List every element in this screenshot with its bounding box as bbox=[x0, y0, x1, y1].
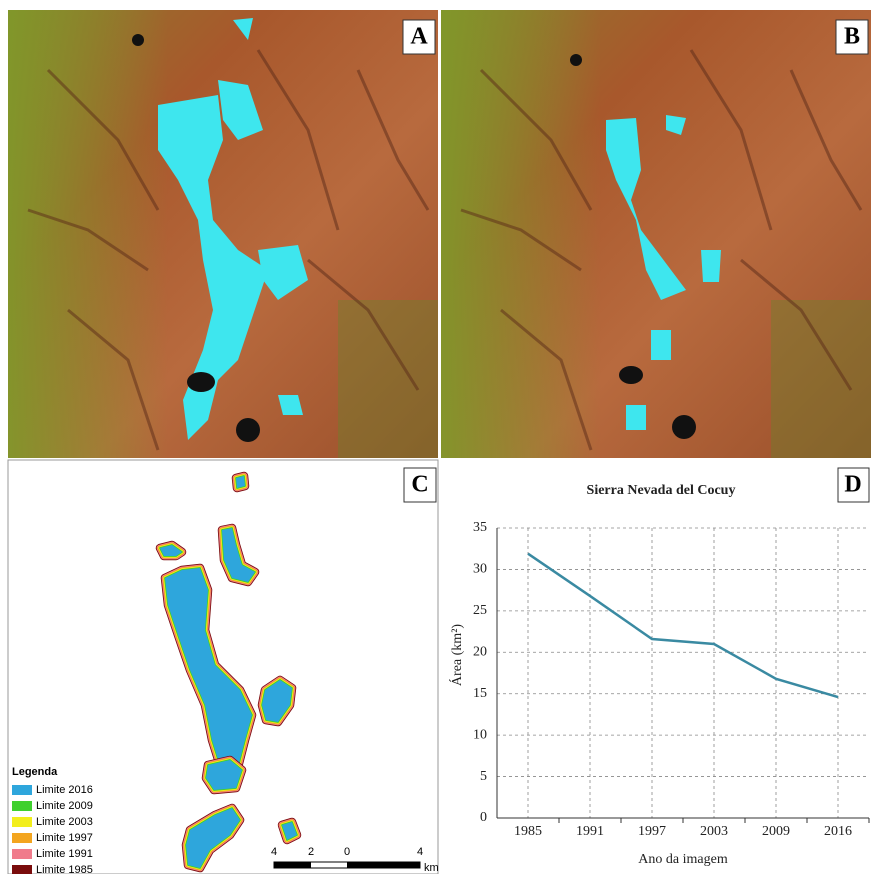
lake bbox=[672, 415, 696, 439]
legend-swatch bbox=[12, 865, 32, 874]
scale-unit: km bbox=[424, 862, 439, 874]
y-tick-label: 15 bbox=[473, 686, 487, 701]
panel-label: D bbox=[844, 472, 861, 498]
y-tick-label: 35 bbox=[473, 520, 487, 535]
lake bbox=[570, 54, 582, 66]
x-tick-label: 1991 bbox=[576, 824, 604, 839]
lake bbox=[132, 34, 144, 46]
figure: A B C Legenda Limite 2016 Limite 2009 Limite… bbox=[0, 0, 871, 874]
chart-title: Sierra Nevada del Cocuy bbox=[587, 483, 736, 498]
scale-label: 4 bbox=[417, 846, 423, 858]
scale-label: 0 bbox=[344, 846, 350, 858]
glacier bbox=[701, 250, 721, 282]
scale-bar-segment bbox=[347, 862, 420, 868]
scale-label: 4 bbox=[271, 846, 277, 858]
legend-label: Limite 1991 bbox=[36, 848, 93, 860]
satellite-image-b: B bbox=[441, 10, 871, 458]
glacier bbox=[651, 330, 671, 360]
lake bbox=[619, 366, 643, 384]
legend-swatch bbox=[12, 785, 32, 795]
lake bbox=[187, 372, 215, 392]
legend-label: Limite 1985 bbox=[36, 864, 93, 874]
x-axis-label: Ano da imagem bbox=[638, 852, 728, 867]
scale-label: 2 bbox=[308, 846, 314, 858]
y-tick-label: 20 bbox=[473, 645, 487, 660]
x-tick-label: 1985 bbox=[514, 824, 542, 839]
y-tick-label: 30 bbox=[473, 562, 487, 577]
x-tick-label: 1997 bbox=[638, 824, 666, 839]
x-tick-label: 2003 bbox=[700, 824, 728, 839]
vegetation bbox=[771, 300, 871, 458]
legend-label: Limite 1997 bbox=[36, 832, 93, 844]
legend-swatch bbox=[12, 833, 32, 843]
legend-swatch bbox=[12, 801, 32, 811]
y-tick-label: 25 bbox=[473, 603, 487, 618]
y-tick-label: 5 bbox=[480, 769, 487, 784]
chart-panel bbox=[441, 460, 871, 874]
panel-label: B bbox=[844, 24, 860, 50]
map-panel-label-box-text: C bbox=[411, 472, 428, 498]
lake bbox=[236, 418, 260, 442]
x-tick-label: 2016 bbox=[824, 824, 852, 839]
legend-swatch bbox=[12, 849, 32, 859]
panel-label: A bbox=[410, 24, 428, 50]
y-tick-label: 0 bbox=[480, 810, 487, 825]
scale-bar-segment bbox=[274, 862, 311, 868]
vegetation bbox=[338, 300, 438, 458]
legend-label: Limite 2003 bbox=[36, 816, 93, 828]
glacier bbox=[626, 405, 646, 430]
legend-swatch bbox=[12, 817, 32, 827]
vegetation bbox=[8, 10, 168, 458]
legend-label: Limite 2016 bbox=[36, 784, 93, 796]
satellite-image-a: A bbox=[8, 10, 438, 458]
legend-label: Limite 2009 bbox=[36, 800, 93, 812]
x-tick-label: 2009 bbox=[762, 824, 790, 839]
y-axis-label: Área (km²) bbox=[448, 624, 465, 686]
glacier-limit bbox=[236, 476, 245, 488]
legend-title: Legenda bbox=[12, 766, 58, 778]
y-tick-label: 10 bbox=[473, 727, 487, 742]
vegetation bbox=[441, 10, 601, 458]
